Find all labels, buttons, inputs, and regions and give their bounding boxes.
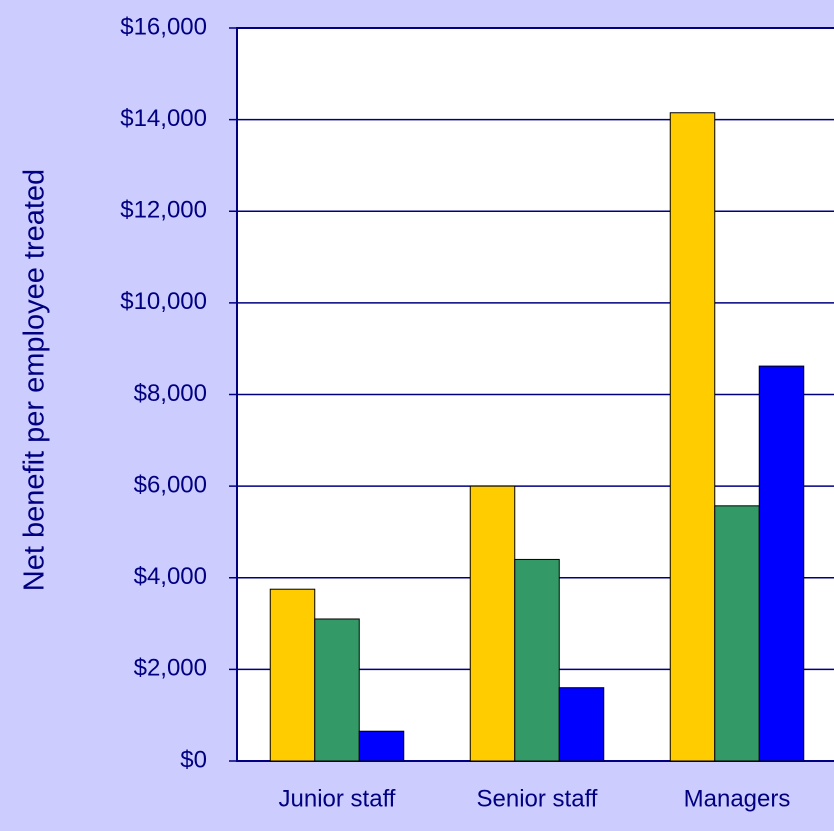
- bar: [714, 505, 760, 762]
- y-tick-label: $2,000: [134, 655, 207, 682]
- y-tick-label: $4,000: [134, 563, 207, 590]
- bar: [469, 485, 516, 762]
- x-tick-label: Senior staff: [477, 785, 598, 812]
- x-tick-label: Junior staff: [279, 785, 396, 812]
- y-tick-label: $10,000: [120, 288, 207, 315]
- bar: [358, 730, 405, 762]
- bar: [758, 365, 805, 762]
- y-tick-label: $6,000: [134, 471, 207, 498]
- y-tick-label: $16,000: [120, 13, 207, 40]
- y-tick-label: $0: [180, 746, 207, 773]
- y-tick-label: $8,000: [134, 380, 207, 407]
- bar: [669, 112, 716, 762]
- bar: [314, 618, 360, 762]
- y-tick-label: $12,000: [120, 197, 207, 224]
- y-tick-label: $14,000: [120, 105, 207, 132]
- y-axis-label: Net benefit per employee treated: [19, 169, 51, 591]
- bar: [269, 588, 316, 762]
- bar: [514, 558, 560, 762]
- x-tick-label: Managers: [684, 785, 791, 812]
- bar: [558, 687, 605, 762]
